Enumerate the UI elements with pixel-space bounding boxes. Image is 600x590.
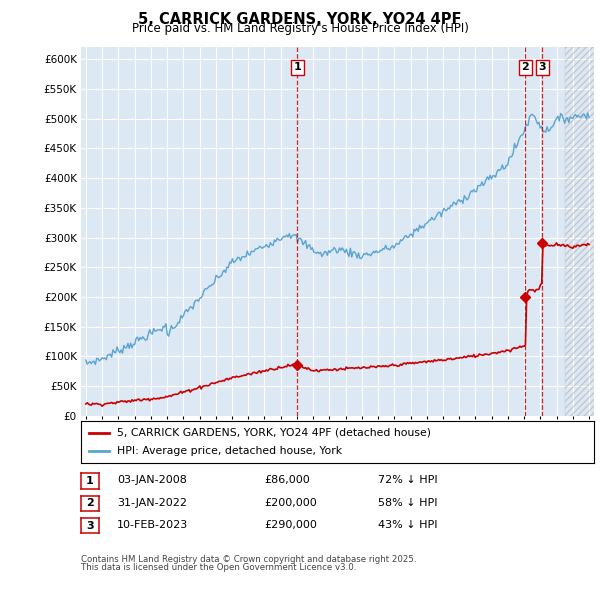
Text: 1: 1 [293,63,301,73]
Text: 3: 3 [86,521,94,530]
Text: 5, CARRICK GARDENS, YORK, YO24 4PF (detached house): 5, CARRICK GARDENS, YORK, YO24 4PF (deta… [117,428,431,438]
Text: 43% ↓ HPI: 43% ↓ HPI [378,520,437,530]
Text: 1: 1 [86,476,94,486]
Text: 72% ↓ HPI: 72% ↓ HPI [378,476,437,485]
Text: Price paid vs. HM Land Registry's House Price Index (HPI): Price paid vs. HM Land Registry's House … [131,22,469,35]
Text: 58% ↓ HPI: 58% ↓ HPI [378,498,437,507]
Text: This data is licensed under the Open Government Licence v3.0.: This data is licensed under the Open Gov… [81,563,356,572]
Text: 03-JAN-2008: 03-JAN-2008 [117,476,187,485]
Text: £86,000: £86,000 [264,476,310,485]
Text: 2: 2 [86,499,94,508]
Text: 10-FEB-2023: 10-FEB-2023 [117,520,188,530]
Text: 31-JAN-2022: 31-JAN-2022 [117,498,187,507]
Text: HPI: Average price, detached house, York: HPI: Average price, detached house, York [117,446,342,456]
Text: £200,000: £200,000 [264,498,317,507]
Text: Contains HM Land Registry data © Crown copyright and database right 2025.: Contains HM Land Registry data © Crown c… [81,555,416,563]
Text: £290,000: £290,000 [264,520,317,530]
Text: 5, CARRICK GARDENS, YORK, YO24 4PF: 5, CARRICK GARDENS, YORK, YO24 4PF [138,12,462,27]
Text: 2: 2 [521,63,529,73]
Text: 3: 3 [539,63,546,73]
